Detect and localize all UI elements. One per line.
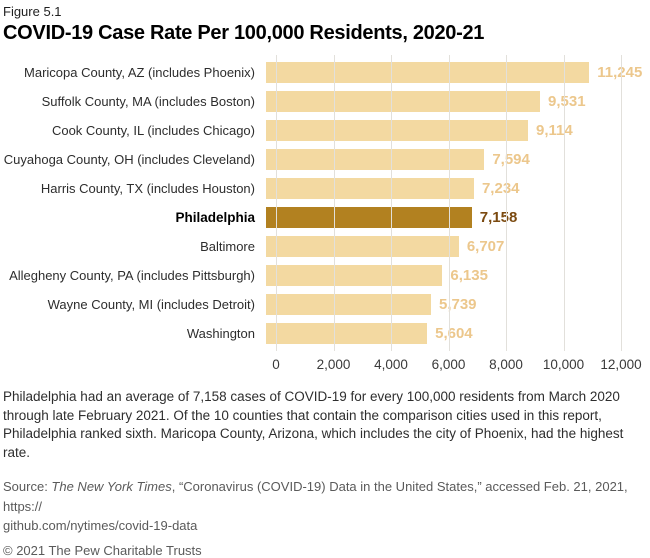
bar-chart: Maricopa County, AZ (includes Phoenix) 11… xyxy=(3,55,648,375)
bar-row: Baltimore 6,707 xyxy=(3,232,648,261)
bar-track: 6,707 xyxy=(266,236,611,257)
value-label: 9,114 xyxy=(536,122,573,139)
value-label: 6,707 xyxy=(466,238,505,255)
bar-track: 7,158 xyxy=(266,207,611,228)
source-prefix: Source: xyxy=(3,479,52,494)
category-label: Cook County, IL (includes Chicago) xyxy=(51,123,255,138)
bar: 6,707 xyxy=(266,236,504,257)
category-label: Wayne County, MI (includes Detroit) xyxy=(47,297,255,312)
bar-row: Washington 5,604 xyxy=(3,319,648,348)
value-label: 5,604 xyxy=(435,325,473,342)
value-label: 9,531 xyxy=(548,93,586,110)
x-axis-tick-label: 8,000 xyxy=(489,357,523,372)
category-label: Suffolk County, MA (includes Boston) xyxy=(41,94,255,109)
bar: 9,531 xyxy=(266,91,586,112)
category-label: Baltimore xyxy=(200,239,255,254)
value-label: 11,245 xyxy=(597,64,643,81)
bar-row: Cuyahoga County, OH (includes Cleveland)… xyxy=(3,145,648,174)
page-title: COVID-19 Case Rate Per 100,000 Residents… xyxy=(3,22,485,44)
copyright-note: © 2021 The Pew Charitable Trusts xyxy=(3,542,202,558)
bar-row: Maricopa County, AZ (includes Phoenix) 11… xyxy=(3,58,648,87)
bar-row: Cook County, IL (includes Chicago) 9,114 xyxy=(3,116,648,145)
x-axis-tick-label: 6,000 xyxy=(431,357,466,372)
bar-track: 6,135 xyxy=(266,265,611,286)
bar: 5,739 xyxy=(266,294,477,315)
chart-caption: Philadelphia had an average of 7,158 cas… xyxy=(3,389,624,460)
category-label: Harris County, TX (includes Houston) xyxy=(40,181,255,196)
bar-track: 9,531 xyxy=(266,91,611,112)
x-axis-tick-label: 12,000 xyxy=(600,357,642,372)
bar-highlighted: 7,158 xyxy=(266,207,517,228)
category-label: Maricopa County, AZ (includes Phoenix) xyxy=(24,65,255,80)
value-label: 7,158 xyxy=(479,209,518,226)
source-note: Source: The New York Times, “Coronavirus… xyxy=(3,477,648,536)
x-axis-tick-label: 2,000 xyxy=(316,357,351,372)
source-publication: The New York Times xyxy=(51,479,172,494)
value-label: 7,234 xyxy=(481,180,520,197)
bar: 9,114 xyxy=(266,120,573,141)
bar-track: 5,739 xyxy=(266,294,611,315)
bar-row: Suffolk County, MA (includes Boston) 9,53… xyxy=(3,87,648,116)
bar-track: 11,245 xyxy=(266,62,642,83)
bar-track: 5,604 xyxy=(266,323,611,344)
source-suffix: , “Coronavirus (COVID-19) Data in the Un… xyxy=(3,479,628,514)
bar-row: Philadelphia 7,158 xyxy=(3,203,648,232)
bar: 7,594 xyxy=(266,149,530,170)
bar-track: 9,114 xyxy=(266,120,611,141)
value-label: 5,739 xyxy=(438,296,477,313)
category-label: Cuyahoga County, OH (includes Cleveland) xyxy=(3,152,255,167)
x-axis-tick-label: 10,000 xyxy=(542,357,585,372)
category-label: Allegheny County, PA (includes Pittsburg… xyxy=(9,268,255,283)
bar-row: Allegheny County, PA (includes Pittsburg… xyxy=(3,261,648,290)
bar: 11,245 xyxy=(266,62,642,83)
x-axis: 0 2,000 4,000 6,000 8,000 10,000 12,000 xyxy=(272,351,641,375)
bar: 5,604 xyxy=(266,323,473,344)
category-label: Philadelphia xyxy=(175,210,255,225)
bar: 6,135 xyxy=(266,265,488,286)
figure-label: Figure 5.1 xyxy=(3,4,62,19)
source-url-line: github.com/nytimes/covid-19-data xyxy=(3,518,198,533)
category-label: Washington xyxy=(186,326,255,341)
bar-track: 7,594 xyxy=(266,149,611,170)
bar: 7,234 xyxy=(266,178,520,199)
value-label: 6,135 xyxy=(450,267,488,284)
bar-row: Wayne County, MI (includes Detroit) 5,739 xyxy=(3,290,648,319)
bar-rows: Maricopa County, AZ (includes Phoenix) 11… xyxy=(3,58,648,348)
value-label: 7,594 xyxy=(492,151,530,168)
bar-row: Harris County, TX (includes Houston) 7,23… xyxy=(3,174,648,203)
x-axis-tick-label: 4,000 xyxy=(374,357,408,372)
x-axis-tick-label: 0 xyxy=(272,357,280,372)
bar-track: 7,234 xyxy=(266,178,611,199)
